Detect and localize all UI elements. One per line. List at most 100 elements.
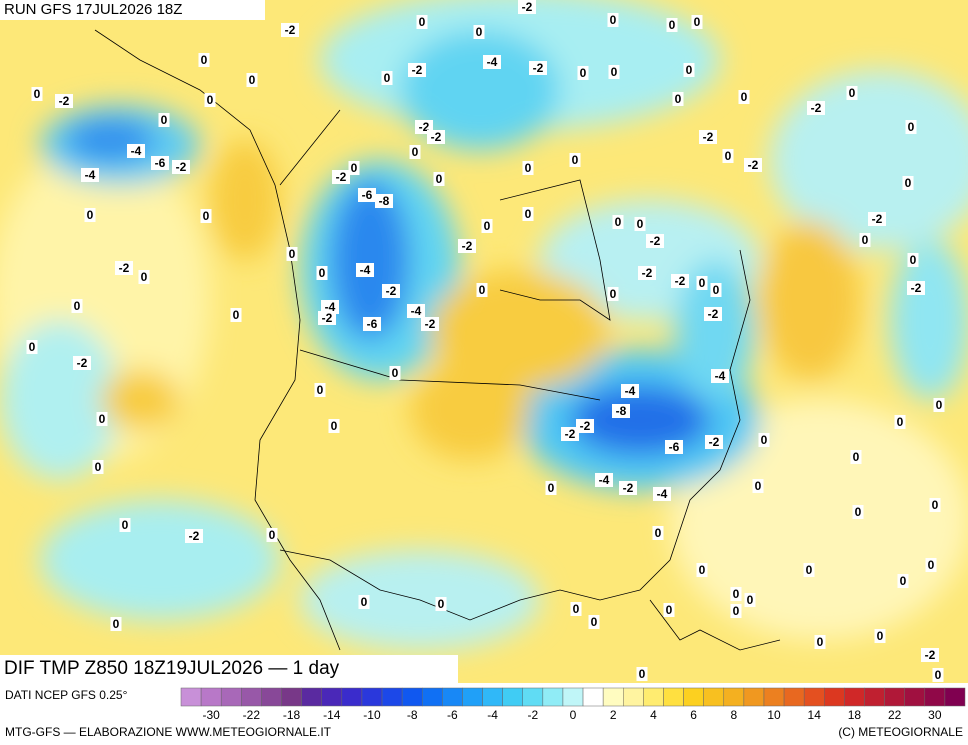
- contour-label: 0: [877, 629, 884, 643]
- colorbar-tick-label: 0: [570, 708, 577, 722]
- contour-label: -6: [155, 156, 166, 170]
- contour-label: -4: [599, 473, 610, 487]
- contour-label: 0: [905, 176, 912, 190]
- colorbar-tick-label: -6: [447, 708, 458, 722]
- contour-label-bg: [55, 94, 73, 108]
- contour-label-bg: [711, 369, 729, 383]
- copyright-label: (C) METEOGIORNALE: [838, 725, 963, 739]
- contour-label-bg: [119, 518, 131, 532]
- contour-label-bg: [699, 130, 717, 144]
- contour-label: 0: [122, 518, 129, 532]
- colorbar-tick-label: 8: [730, 708, 737, 722]
- contour-label-bg: [705, 435, 723, 449]
- colorbar-tick-label: -18: [283, 708, 301, 722]
- contour-label-bg: [435, 597, 447, 611]
- contour-label-bg: [619, 481, 637, 495]
- colorbar-swatch: [542, 687, 564, 707]
- contour-label-bg: [281, 23, 299, 37]
- contour-label: 0: [615, 215, 622, 229]
- contour-label: -2: [708, 307, 719, 321]
- contour-label-bg: [744, 158, 762, 172]
- contour-label-bg: [621, 384, 639, 398]
- colorbar-swatch: [904, 687, 926, 707]
- contour-label: 0: [87, 208, 94, 222]
- colorbar-swatch: [803, 687, 825, 707]
- contour-label: -2: [675, 274, 686, 288]
- contour-label-bg: [652, 526, 664, 540]
- contour-label: -2: [925, 648, 936, 662]
- colorbar-swatch: [361, 687, 383, 707]
- contour-label-bg: [358, 595, 370, 609]
- colorbar-swatch: [502, 687, 523, 707]
- contour-label: 0: [572, 153, 579, 167]
- colorbar-swatch: [763, 687, 785, 707]
- contour-label: 0: [675, 92, 682, 106]
- contour-label: -2: [336, 170, 347, 184]
- colorbar-swatch: [220, 687, 242, 707]
- contour-label: 0: [655, 526, 662, 540]
- contour-label: -2: [431, 130, 442, 144]
- contour-label: 0: [747, 593, 754, 607]
- contour-label: -2: [176, 160, 187, 174]
- contour-label: 0: [233, 308, 240, 322]
- contour-label: 0: [637, 217, 644, 231]
- contour-label-bg: [569, 153, 581, 167]
- contour-label-bg: [358, 188, 376, 202]
- contour-label: -2: [522, 0, 533, 14]
- contour-label: -2: [59, 94, 70, 108]
- contour-label-bg: [671, 274, 689, 288]
- contour-label: -2: [650, 234, 661, 248]
- contour-label: -2: [872, 212, 883, 226]
- contour-label-bg: [874, 629, 886, 643]
- contour-label: 0: [289, 247, 296, 261]
- contour-label-bg: [328, 419, 340, 433]
- source-label: DATI NCEP GFS 0.25°: [5, 688, 128, 702]
- contour-label-bg: [348, 161, 360, 175]
- product-label-bg: [0, 655, 458, 683]
- contour-label: 0: [928, 558, 935, 572]
- contour-label: -2: [419, 120, 430, 134]
- contour-label-bg: [653, 487, 671, 501]
- contour-label-bg: [318, 311, 336, 325]
- colorbar-swatch: [783, 687, 805, 707]
- contour-label-bg: [332, 170, 350, 184]
- contour-label-bg: [612, 215, 624, 229]
- contour-label-bg: [595, 473, 613, 487]
- contour-label: 0: [573, 602, 580, 616]
- contour-label: -2: [425, 317, 436, 331]
- contour-label: 0: [113, 617, 120, 631]
- colorbar-swatch: [864, 687, 885, 707]
- contour-label: 0: [392, 366, 399, 380]
- contour-label: 0: [319, 266, 326, 280]
- contour-label: -6: [362, 188, 373, 202]
- contour-label-bg: [375, 194, 393, 208]
- contour-label-bg: [356, 263, 374, 277]
- contour-label-bg: [691, 15, 703, 29]
- contour-label-bg: [814, 635, 826, 649]
- colorbar-swatch: [944, 687, 966, 707]
- contour-label: -2: [189, 529, 200, 543]
- contour-label-bg: [110, 617, 122, 631]
- contour-label: 0: [853, 450, 860, 464]
- contour-label-bg: [897, 574, 909, 588]
- contour-label-bg: [744, 593, 756, 607]
- colorbar-swatch: [180, 687, 202, 707]
- contour-label: 0: [936, 398, 943, 412]
- contour-label-bg: [363, 317, 381, 331]
- contour-label-bg: [710, 283, 722, 297]
- colorbar-swatch: [401, 687, 423, 707]
- contour-label: -2: [565, 427, 576, 441]
- contour-label-bg: [92, 460, 104, 474]
- contour-label-bg: [932, 668, 944, 682]
- contour-label: 0: [201, 53, 208, 67]
- contour-label: -2: [285, 23, 296, 37]
- contour-label-bg: [646, 234, 664, 248]
- contour-label: 0: [249, 73, 256, 87]
- contour-label-bg: [416, 15, 428, 29]
- colorbar-tick-label: 30: [928, 708, 942, 722]
- contour-label: 0: [99, 412, 106, 426]
- contour-label-bg: [925, 558, 937, 572]
- contour-label: 0: [29, 340, 36, 354]
- contour-label: 0: [639, 667, 646, 681]
